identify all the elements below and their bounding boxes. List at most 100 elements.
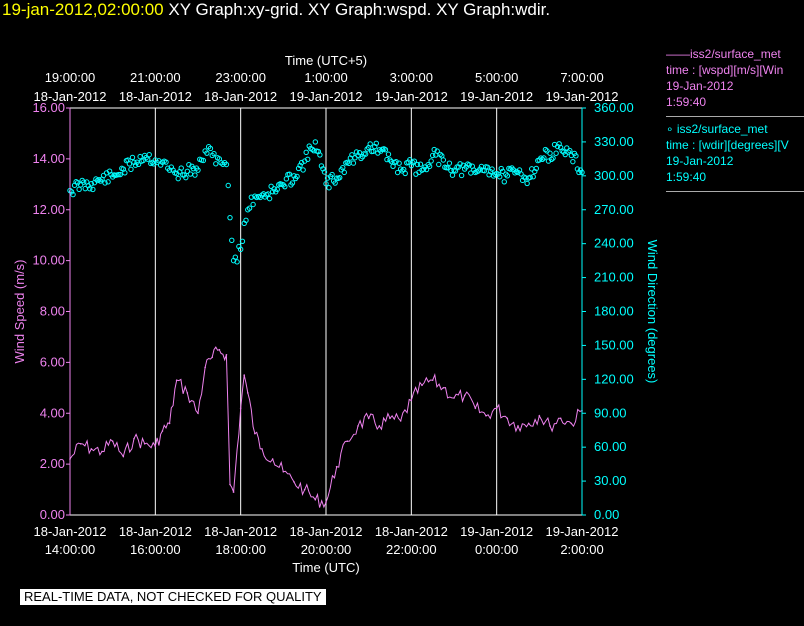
wind-speed-point [559, 417, 562, 420]
wind-direction-point [440, 157, 447, 163]
wind-direction-point [187, 171, 194, 177]
top-tick-date: 19-Jan-2012 [460, 89, 533, 104]
right-tick-label: 180.00 [594, 304, 634, 319]
header-title: XY Graph:xy-grid. XY Graph:wspd. XY Grap… [168, 0, 551, 19]
bottom-tick-date: 18-Jan-2012 [34, 524, 107, 539]
wind-direction-point [312, 139, 319, 145]
wind-direction-point [524, 180, 530, 187]
bottom-tick-time: 22:00:00 [386, 542, 437, 557]
wind-direction-point [530, 174, 536, 180]
wind-direction-point [145, 156, 151, 162]
wind-direction-point [266, 195, 273, 202]
left-tick-label: 6.00 [40, 354, 65, 369]
wind-direction-point [213, 161, 219, 167]
wind-direction-point [329, 171, 335, 178]
legend-entry-wspd[interactable]: ——iss2/surface_met time : [wspd][m/s][Wi… [666, 46, 804, 110]
right-tick-label: 330.00 [594, 134, 634, 149]
wind-speed-point [271, 458, 274, 460]
wind-speed-point [538, 414, 541, 417]
wind-direction-point [542, 146, 549, 153]
top-tick-time: 7:00:00 [560, 70, 603, 85]
wind-speed-point [357, 425, 359, 427]
wind-direction-point [131, 159, 137, 165]
wind-direction-point [181, 172, 187, 178]
wind-direction-point [547, 150, 553, 156]
wind-speed-point [431, 379, 434, 381]
legend-wdir-var: time : [wdir][degrees][V [666, 138, 789, 152]
wind-speed-point [442, 387, 445, 389]
wind-speed-point [495, 407, 498, 409]
wind-direction-point [352, 155, 358, 161]
wind-speed-point [517, 425, 519, 427]
wind-direction-point [68, 189, 75, 195]
wind-direction-point [96, 177, 102, 183]
wind-direction-point [229, 237, 235, 244]
wind-direction-point [532, 168, 538, 175]
axes: 18-Jan-2012 14:00:00 18-Jan-2012 16:00:00 18… [12, 53, 660, 575]
wind-speed-point [549, 425, 551, 427]
wind-direction-point [227, 214, 233, 221]
wind-direction-point [570, 158, 576, 165]
wind-direction-point [87, 186, 93, 192]
wind-direction-point [323, 181, 329, 187]
wind-direction-point [129, 154, 136, 161]
wind-speed-point [218, 348, 221, 351]
left-tick-label: 8.00 [40, 304, 65, 319]
wind-direction-point [565, 149, 571, 155]
top-tick-date: 19-Jan-2012 [546, 89, 619, 104]
left-tick-label: 0.00 [40, 507, 65, 522]
right-tick-label: 210.00 [594, 270, 634, 285]
wind-speed-line [69, 346, 583, 509]
wind-direction-point [225, 182, 231, 189]
wind-speed-point [282, 470, 285, 473]
wind-direction-point [77, 182, 84, 188]
wind-direction-point [297, 162, 303, 169]
wind-direction-point [204, 150, 210, 156]
top-tick-date: 18-Jan-2012 [119, 89, 192, 104]
wind-speed-point [293, 481, 295, 483]
wind-direction-point [411, 158, 418, 164]
wind-speed-point [122, 455, 125, 458]
wind-direction-point [324, 175, 331, 181]
bottom-tick-time: 14:00:00 [45, 542, 96, 557]
wind-direction-point [359, 153, 366, 160]
wind-direction-point [332, 180, 338, 186]
wind-direction-point [207, 145, 214, 152]
wind-direction-point [294, 173, 300, 180]
bottom-tick-date: 19-Jan-2012 [546, 524, 619, 539]
right-tick-label: 0.00 [594, 507, 619, 522]
legend-entry-wdir[interactable]: ∘ iss2/surface_met time : [wdir][degrees… [666, 121, 804, 185]
wind-direction-point [300, 167, 306, 173]
wind-direction-point [117, 171, 123, 178]
wind-speed-point [186, 392, 189, 394]
wind-speed-point [335, 465, 338, 468]
wind-direction-point [341, 169, 347, 176]
wind-speed-point [367, 417, 370, 420]
wind-direction-point [414, 161, 421, 168]
wind-direction-point [183, 174, 189, 181]
wind-direction-point [362, 151, 369, 157]
wind-speed-point [410, 399, 413, 402]
wind-direction-point [495, 171, 501, 177]
wind-direction-point [501, 179, 507, 185]
right-tick-label: 300.00 [594, 168, 634, 183]
wind-direction-point [434, 148, 440, 154]
wind-direction-point [326, 185, 332, 191]
wind-direction-point [195, 167, 201, 173]
wind-direction-point [408, 162, 415, 169]
wind-speed-point [527, 422, 530, 425]
wind-speed-point [197, 412, 199, 415]
wind-direction-point [567, 147, 573, 154]
wind-speed-point [421, 384, 423, 387]
wind-direction-point [541, 155, 547, 161]
top-axis-label: Time (UTC+5) [285, 53, 367, 68]
wind-direction-point [100, 172, 107, 179]
wind-speed-point [168, 422, 171, 425]
wind-speed-point [314, 498, 317, 501]
wind-direction-point [286, 171, 293, 177]
wind-speed-point [204, 366, 206, 369]
wind-direction-point [190, 165, 197, 172]
bottom-tick-time: 20:00:00 [301, 542, 352, 557]
legend-wspd-date: 19-Jan-2012 [666, 79, 734, 93]
